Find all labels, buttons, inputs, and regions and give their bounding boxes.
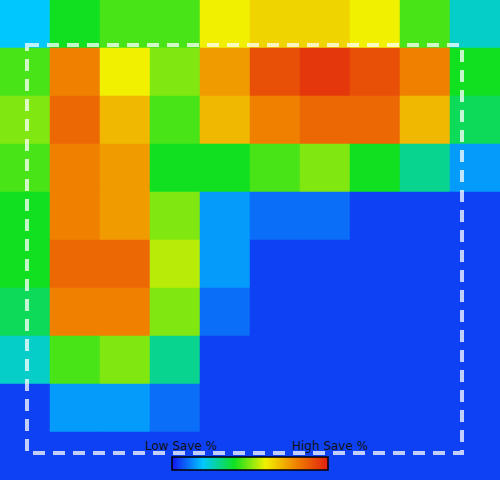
- svg-text:Low Save %: Low Save %: [145, 439, 217, 453]
- svg-text:High Save %: High Save %: [292, 439, 368, 453]
